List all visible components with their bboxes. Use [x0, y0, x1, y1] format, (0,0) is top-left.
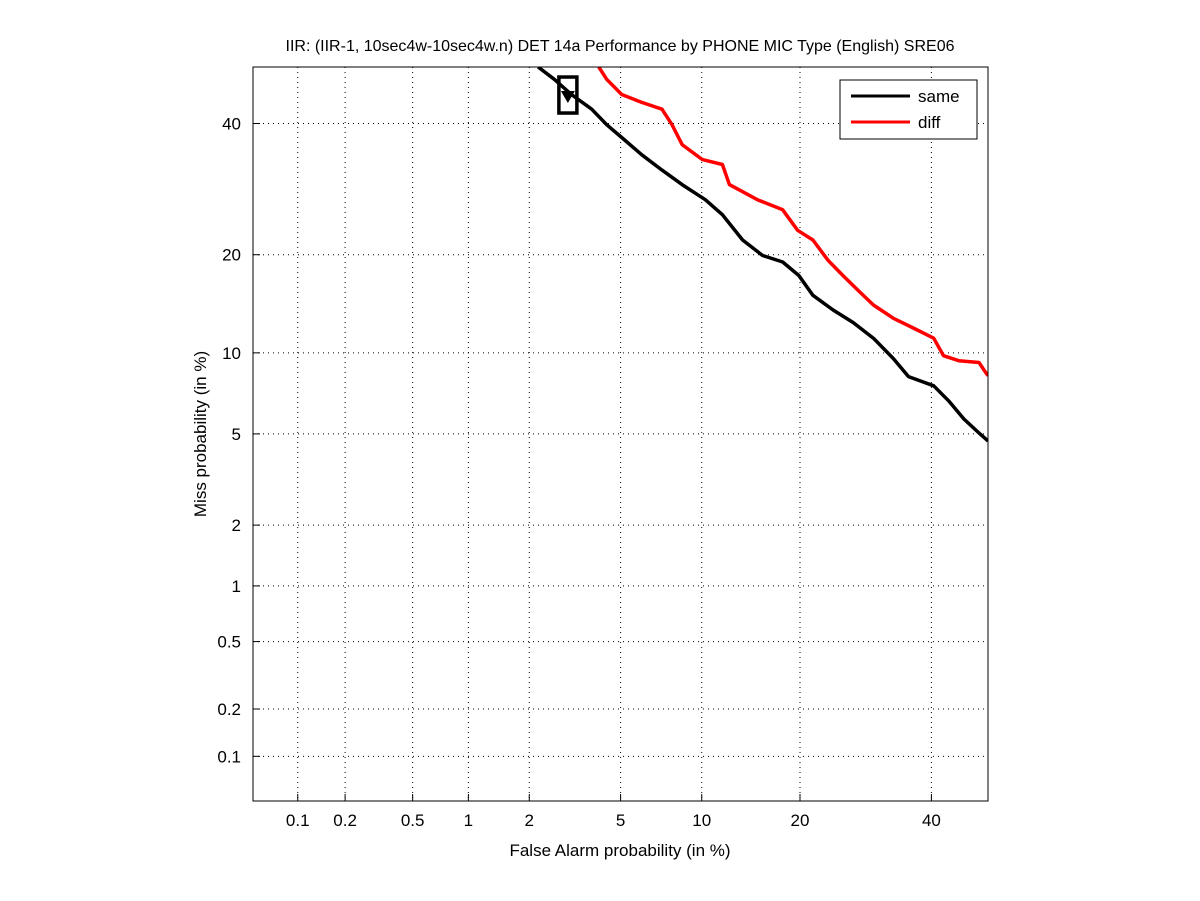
y-tick-label: 0.5	[217, 633, 241, 652]
x-axis-label: False Alarm probability (in %)	[509, 841, 730, 860]
y-tick-label: 40	[222, 115, 241, 134]
y-axis-label: Miss probability (in %)	[191, 351, 210, 517]
x-tick-label: 0.2	[333, 811, 357, 830]
y-tick-label: 0.2	[217, 700, 241, 719]
min-dcf-triangle-same	[560, 91, 575, 104]
x-tick-label: 40	[922, 811, 941, 830]
x-tick-label: 10	[692, 811, 711, 830]
curves	[537, 67, 988, 443]
ticks: 0.1 0.2 0.5 1 2 5 10 20 40 0.1 0.2 0.5 1 2 5 10 20 40	[217, 115, 941, 830]
chart-title: IIR: (IIR-1, 10sec4w-10sec4w.n) DET 14a …	[286, 38, 955, 55]
y-tick-label: 10	[222, 344, 241, 363]
y-tick-label: 1	[232, 577, 241, 596]
min-dcf-marker-same	[557, 75, 579, 115]
legend-label-same: same	[918, 87, 960, 106]
y-tick-label: 2	[232, 516, 241, 535]
det-curve-same	[537, 67, 988, 443]
det-curve-diff	[597, 67, 988, 377]
y-tick-label: 5	[232, 425, 241, 444]
x-tick-label: 1	[464, 811, 473, 830]
legend-label-diff: diff	[918, 113, 941, 132]
legend: same diff	[839, 79, 978, 140]
y-tick-label: 20	[222, 246, 241, 265]
x-tick-label: 0.5	[401, 811, 425, 830]
x-tick-label: 5	[616, 811, 625, 830]
x-tick-label: 0.1	[286, 811, 310, 830]
y-tick-label: 0.1	[217, 747, 241, 766]
x-tick-label: 20	[791, 811, 810, 830]
grid	[253, 67, 988, 801]
x-tick-label: 2	[525, 811, 534, 830]
legend-box	[839, 79, 978, 140]
